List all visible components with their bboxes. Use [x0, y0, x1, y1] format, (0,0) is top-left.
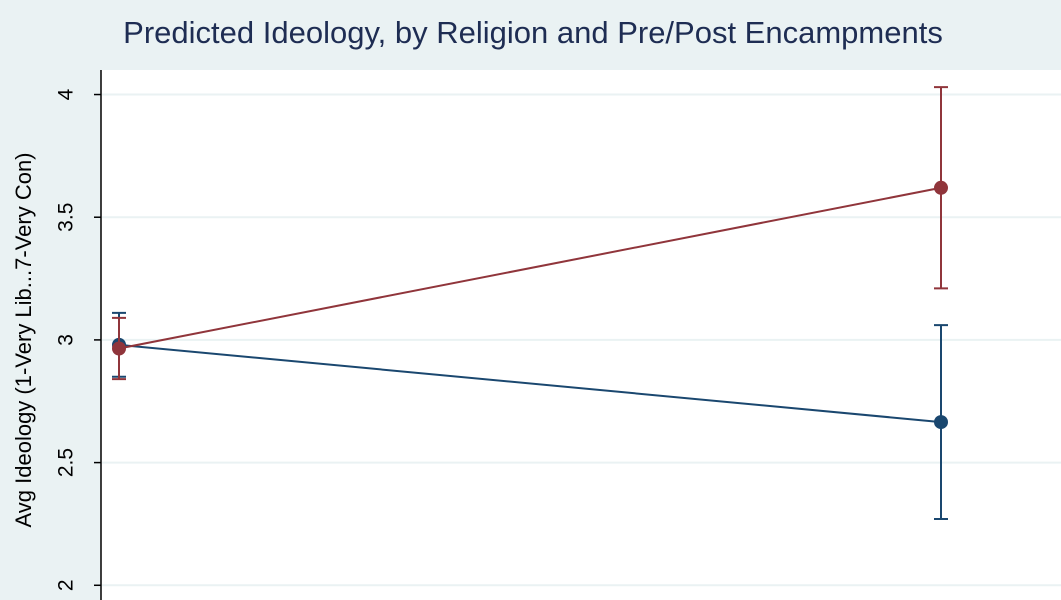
y-axis-label: Avg Ideology (1-Very Lib...7-Very Con) [11, 152, 36, 527]
series-line [118, 343, 942, 424]
y-tick-label: 2 [55, 579, 78, 591]
chart-title: Predicted Ideology, by Religion and Pre/… [123, 15, 943, 50]
y-tick-label: 3 [55, 334, 78, 346]
point [934, 180, 948, 195]
y-tick-label: 2.5 [55, 448, 78, 477]
point [112, 341, 126, 356]
series-line [118, 186, 942, 350]
y-tick-label: 3.5 [55, 203, 78, 232]
point [934, 415, 948, 430]
y-tick-label: 4 [55, 88, 78, 100]
plot-area [101, 70, 1061, 600]
